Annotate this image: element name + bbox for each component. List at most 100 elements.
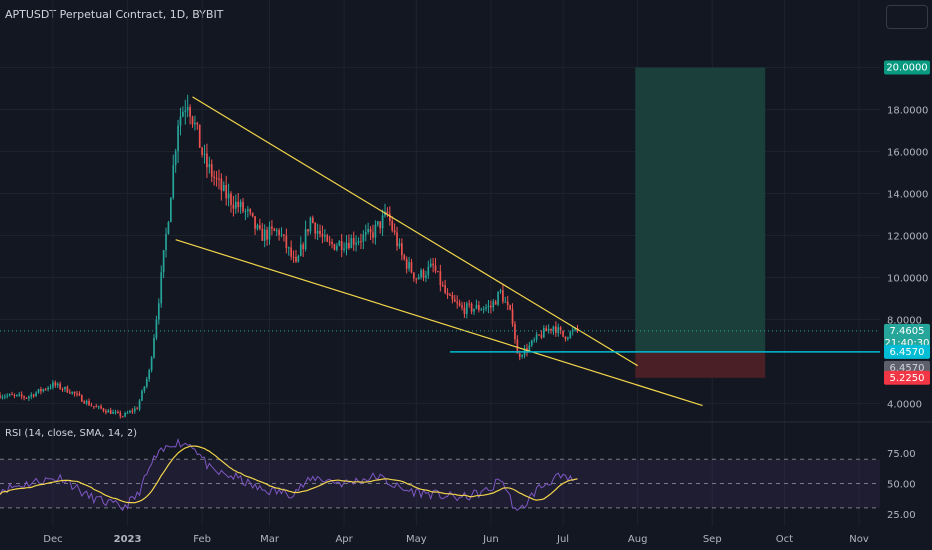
profit-zone[interactable] <box>635 67 766 352</box>
candle <box>439 271 442 286</box>
candle <box>206 153 208 168</box>
candle <box>71 391 74 394</box>
candle <box>540 334 543 338</box>
candle <box>309 217 312 232</box>
candle <box>242 201 244 212</box>
loss-zone[interactable] <box>635 351 766 378</box>
candle <box>247 209 249 211</box>
candle <box>271 226 273 229</box>
candle <box>547 328 550 332</box>
candle <box>76 393 78 395</box>
candle <box>186 107 189 111</box>
trendlines[interactable] <box>0 96 880 407</box>
time-tick-label: Apr <box>335 534 353 545</box>
candle <box>441 285 444 287</box>
price-tick-label: 14.0000 <box>887 190 928 201</box>
candle <box>107 410 110 413</box>
time-tick-label: Feb <box>193 534 211 545</box>
candle <box>109 410 112 414</box>
rsi-tick-label: 25.00 <box>887 510 916 521</box>
candle <box>434 265 437 272</box>
candle <box>567 337 569 340</box>
candle <box>105 410 107 413</box>
candle <box>345 242 348 249</box>
layout-menu-button[interactable] <box>886 5 928 29</box>
candle <box>138 400 141 410</box>
price-axis[interactable]: 18.0000 16.0000 14.0000 12.0000 10.0000 8.000… <box>887 106 928 521</box>
candle <box>521 355 523 357</box>
last-price-label-text: 7.4605 <box>890 326 925 337</box>
candle <box>331 242 333 245</box>
candle <box>482 308 485 310</box>
candle <box>268 226 271 240</box>
price-tick-label: 4.0000 <box>887 400 922 411</box>
candle <box>326 235 329 242</box>
candle <box>497 291 499 305</box>
position-tool[interactable] <box>635 67 766 378</box>
candle <box>155 319 158 338</box>
candle <box>283 234 285 236</box>
gray-price-label-text: 6.4570 <box>890 363 925 374</box>
candle <box>446 292 449 295</box>
candle <box>256 225 259 229</box>
candle <box>141 390 143 401</box>
candle <box>280 234 283 236</box>
candle <box>494 301 497 305</box>
candle <box>545 328 548 332</box>
candle <box>564 336 567 340</box>
candle <box>194 122 196 125</box>
candle <box>203 153 206 155</box>
trendline-lower[interactable] <box>175 239 703 407</box>
candle <box>355 242 357 245</box>
candle <box>379 221 382 229</box>
candle <box>287 247 290 249</box>
price-tick-label: 8.0000 <box>887 316 922 327</box>
candle <box>44 389 47 391</box>
candle <box>259 225 261 229</box>
candle <box>261 228 264 241</box>
candle <box>557 327 560 334</box>
candle <box>509 305 511 310</box>
candles <box>0 94 579 419</box>
candle <box>165 233 167 251</box>
candle <box>162 250 165 273</box>
candle <box>131 410 134 412</box>
candle <box>487 305 490 308</box>
candle <box>1 396 4 398</box>
price-tick-label: 12.0000 <box>887 232 928 243</box>
price-tick-label: 16.0000 <box>887 148 928 159</box>
stop-price-label <box>884 370 930 385</box>
candle <box>321 234 324 237</box>
candle <box>42 389 45 392</box>
candle <box>80 395 83 402</box>
candle <box>470 303 473 312</box>
candle <box>232 204 235 209</box>
candle <box>239 201 242 208</box>
candle <box>189 107 191 117</box>
candle <box>360 241 362 243</box>
candle <box>208 164 211 168</box>
candle <box>52 382 54 388</box>
candle <box>143 386 146 391</box>
candle <box>304 229 307 250</box>
candle <box>311 217 314 223</box>
candle <box>133 408 136 412</box>
candle <box>191 116 194 125</box>
candle <box>148 370 151 379</box>
candle <box>16 394 18 396</box>
target-price-label <box>884 60 930 75</box>
candle <box>210 164 213 177</box>
candle <box>170 197 172 223</box>
trendline-upper[interactable] <box>192 96 638 367</box>
candle <box>506 301 509 306</box>
candle <box>119 412 122 417</box>
gray-price-label <box>884 360 930 374</box>
rsi-line <box>0 437 578 512</box>
candle <box>292 256 295 258</box>
candle <box>381 215 384 229</box>
time-axis[interactable]: Dec 2023 Feb Mar Apr May Jun Jul Aug Sep Oct Nov <box>43 534 869 545</box>
candle <box>297 255 300 262</box>
candle <box>528 345 531 352</box>
candle <box>222 185 225 191</box>
